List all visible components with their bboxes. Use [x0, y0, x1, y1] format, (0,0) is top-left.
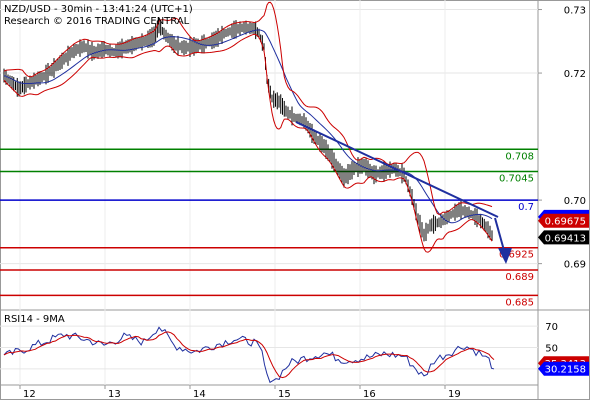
rsi-ma-line [3, 331, 495, 379]
rsi-line [3, 326, 495, 384]
research-credit: Research © 2016 TRADING CENTRAL [4, 16, 190, 27]
x-tick-label: 19 [448, 389, 461, 400]
rsi-layer [3, 326, 495, 384]
level-label: 0.708 [505, 151, 534, 162]
bollinger-lower [3, 33, 493, 253]
rsi-tag-bg [538, 361, 589, 376]
price-tick-label: 0.72 [564, 69, 586, 80]
price-grid [0, 0, 538, 385]
x-axis: 12 13 14 15 16 19 [19, 385, 461, 400]
price-tag: 0.69675 [545, 217, 586, 228]
arrow-head [498, 248, 512, 264]
level-label: 0.6925 [499, 250, 534, 261]
x-tick-label: 14 [193, 389, 206, 400]
rsi-tag: 30.2158 [545, 365, 586, 376]
moving-average-line [3, 29, 493, 224]
price-tick-label: 0.73 [564, 6, 586, 17]
rsi-title: RSI14 - 9MA [4, 314, 65, 325]
price-tick-label: 0.69 [564, 260, 586, 271]
x-tick-label: 15 [278, 389, 291, 400]
x-tick-label: 12 [23, 389, 36, 400]
rsi-tick-label: 70 [545, 322, 558, 333]
horizontal-levels: 0.708 0.7045 0.7 0.6925 0.689 0.685 [0, 148, 538, 308]
chart-title: NZD/USD - 30min - 13:41:24 (UTC+1) [4, 4, 193, 15]
price-tag-bg [538, 213, 589, 228]
x-tick-label: 13 [108, 389, 121, 400]
rsi-grid [0, 325, 538, 370]
price-layer [3, 1, 512, 264]
trendline [295, 121, 499, 218]
level-label: 0.7 [518, 202, 534, 213]
level-label: 0.685 [505, 297, 534, 308]
rsi-tick-label: 50 [545, 344, 558, 355]
level-label: 0.7045 [499, 174, 534, 185]
x-tick-label: 16 [363, 389, 376, 400]
price-tag: 0.69413 [545, 233, 586, 244]
price-tick-label: 0.70 [564, 196, 586, 207]
bollinger-upper [3, 1, 493, 215]
level-label: 0.689 [505, 272, 534, 283]
price-tag-bg [538, 230, 589, 245]
price-y-axis: 0.73 0.72 0.70 0.69 [538, 6, 586, 271]
